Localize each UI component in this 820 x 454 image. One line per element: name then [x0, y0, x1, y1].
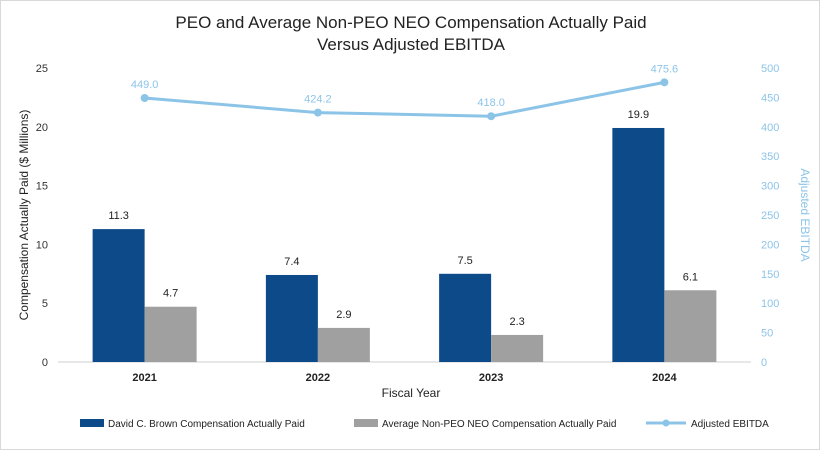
category-label-2024: 2024	[652, 372, 677, 384]
bar-label-peo-2023: 7.5	[457, 255, 472, 267]
left-tick-label-5: 25	[36, 63, 48, 75]
ebitda-label-2023: 418.0	[477, 97, 505, 109]
bar-label-neo-2024: 6.1	[683, 271, 698, 283]
right-tick-label-10: 500	[761, 63, 779, 75]
bar-peo-2022	[265, 274, 318, 362]
legend: David C. Brown Compensation Actually Pai…	[80, 419, 769, 430]
bar-peo-2024	[612, 127, 665, 362]
category-label-2022: 2022	[306, 372, 330, 384]
left-tick-label-1: 5	[42, 298, 48, 310]
ebitda-label-2024: 475.6	[651, 63, 679, 75]
category-label-2023: 2023	[479, 372, 503, 384]
left-tick-label-3: 15	[36, 181, 48, 193]
right-axis-ticks: 0 50 100 150 200 250 300 350 400 450 500	[761, 63, 779, 369]
bar-label-neo-2022: 2.9	[336, 309, 351, 321]
legend-swatch-peo	[80, 419, 104, 427]
right-tick-label-7: 350	[761, 151, 779, 163]
bar-label-peo-2021: 11.3	[108, 210, 129, 222]
bar-neo-2021	[144, 306, 197, 362]
ebitda-point-2024	[660, 78, 669, 87]
right-tick-label-8: 400	[761, 122, 779, 134]
bar-series: 11.3 7.4 7.5 19.9 4.7 2.9 2.3 6.1	[92, 109, 717, 362]
right-tick-label-3: 150	[761, 269, 779, 281]
legend-label-ebitda: Adjusted EBITDA	[691, 419, 769, 430]
y-axis-label-right: Adjusted EBITDA	[798, 168, 812, 261]
chart-title-line-2: Versus Adjusted EBITDA	[317, 35, 506, 54]
right-tick-label-0: 0	[761, 357, 767, 369]
bar-label-peo-2022: 7.4	[284, 256, 299, 268]
legend-swatch-neo	[354, 419, 378, 427]
right-tick-label-4: 200	[761, 239, 779, 251]
legend-label-neo: Average Non-PEO NEO Compensation Actuall…	[382, 419, 616, 430]
right-tick-label-2: 100	[761, 298, 779, 310]
y-axis-label: Compensation Actually Paid ($ Millions)	[17, 110, 31, 321]
right-tick-label-6: 300	[761, 181, 779, 193]
bar-neo-2024	[664, 290, 717, 362]
left-tick-label-4: 20	[36, 122, 48, 134]
legend-label-peo: David C. Brown Compensation Actually Pai…	[108, 419, 305, 430]
category-labels: 2021 2022 2023 2024	[132, 372, 677, 384]
bar-label-neo-2021: 4.7	[163, 288, 178, 300]
ebitda-label-2021: 449.0	[131, 79, 159, 91]
legend-marker-ebitda	[662, 419, 670, 427]
ebitda-point-2021	[140, 93, 149, 102]
chart-title-line-1: PEO and Average Non-PEO NEO Compensation…	[175, 13, 646, 32]
right-tick-label-5: 250	[761, 210, 779, 222]
ebitda-point-2022	[313, 108, 322, 117]
ebitda-label-2022: 424.2	[304, 94, 332, 106]
right-tick-label-1: 50	[761, 328, 773, 340]
bar-neo-2022	[317, 327, 370, 362]
bar-label-neo-2023: 2.3	[509, 316, 524, 328]
ebitda-line	[144, 80, 665, 118]
line-series: 449.0 424.2 418.0 475.6	[131, 63, 679, 121]
left-tick-label-0: 0	[42, 357, 48, 369]
category-label-2021: 2021	[132, 372, 156, 384]
bar-peo-2021	[92, 229, 145, 362]
bar-neo-2023	[491, 334, 544, 362]
left-tick-label-2: 10	[36, 239, 48, 251]
bar-peo-2023	[439, 273, 492, 362]
x-axis-label: Fiscal Year	[382, 386, 441, 400]
bar-label-peo-2024: 19.9	[628, 109, 649, 121]
ebitda-point-2023	[487, 112, 496, 121]
right-tick-label-9: 450	[761, 92, 779, 104]
left-axis-ticks: 0 5 10 15 20 25	[36, 63, 48, 369]
